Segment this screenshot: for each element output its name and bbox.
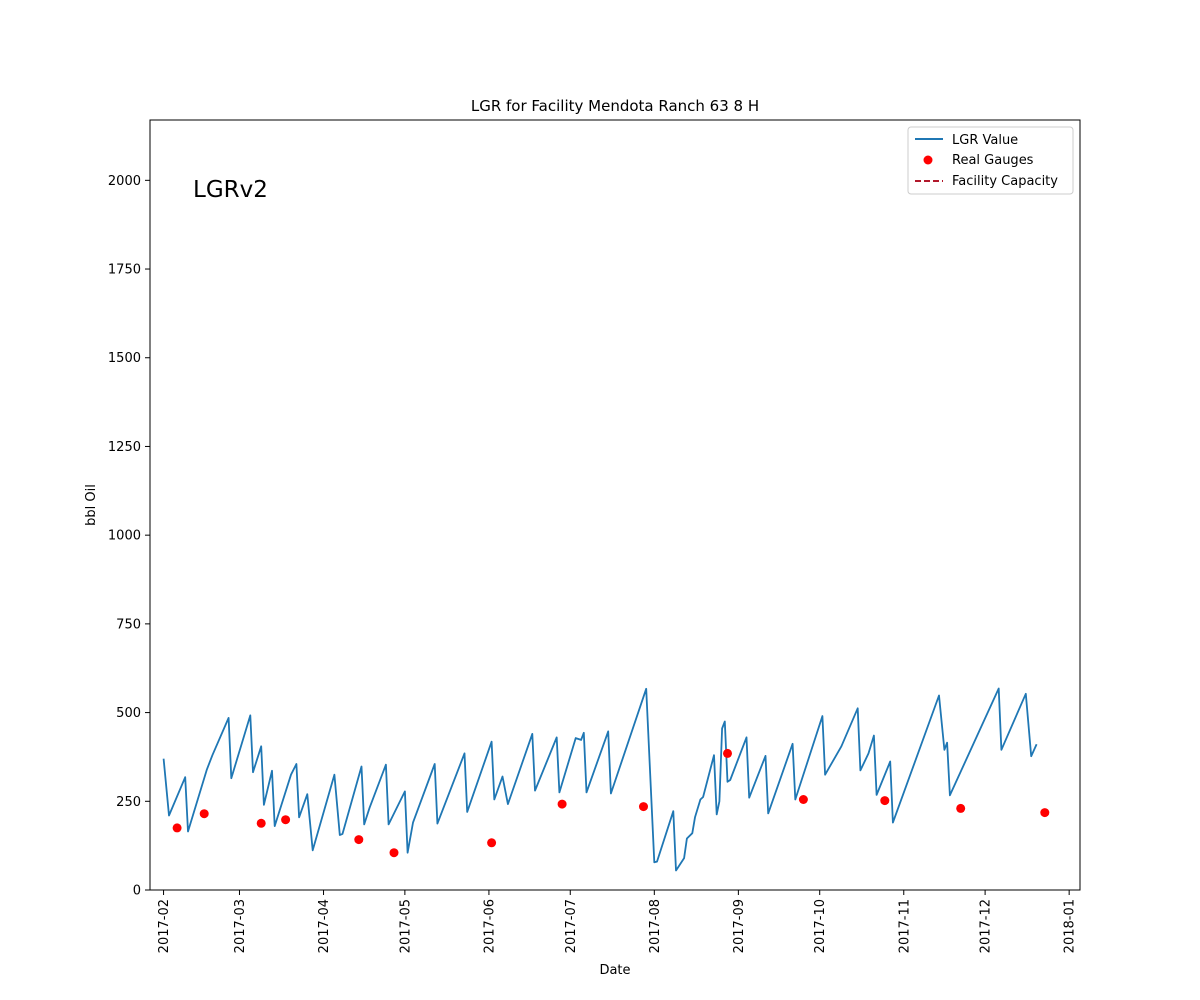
y-tick-label: 1750: [108, 263, 141, 278]
real-gauge-point: [281, 815, 291, 825]
x-tick-label: 2017-12: [979, 899, 994, 953]
x-tick-label: 2017-06: [482, 899, 497, 953]
legend-box: [907, 126, 1074, 195]
real-gauge-point: [1040, 808, 1050, 818]
legend-real-gauges-label: Real Gauges: [952, 153, 1034, 168]
y-tick-label: 250: [116, 795, 141, 810]
real-gauge-point: [487, 838, 497, 848]
x-tick-label: 2017-08: [648, 899, 663, 953]
real-gauge-point: [172, 823, 182, 833]
y-axis-ticks: 0 250 500 750 1000 1250 1500 1750 2000: [108, 174, 150, 899]
real-gauge-point: [389, 848, 399, 858]
x-tick-label: 2017-09: [732, 899, 747, 953]
real-gauge-point: [880, 796, 890, 806]
legend-lgr-value-label: LGR Value: [952, 133, 1018, 148]
y-axis-label: bbl Oil: [84, 484, 99, 526]
legend: LGR Value Real Gauges Facility Capacity: [907, 126, 1074, 195]
real-gauge-point: [354, 835, 364, 845]
y-tick-label: 0: [133, 884, 141, 899]
y-tick-label: 2000: [108, 174, 141, 189]
x-tick-label: 2017-07: [564, 899, 579, 953]
x-axis-ticks: 2017-02 2017-03 2017-04 2017-05 2017-06 2017-…: [157, 890, 1078, 953]
x-tick-label: 2017-11: [897, 899, 912, 953]
real-gauge-point: [956, 803, 966, 813]
real-gauge-point: [639, 802, 648, 812]
x-axis-label: Date: [599, 963, 630, 978]
x-tick-label: 2017-03: [233, 899, 248, 953]
plot-frame: [149, 119, 1081, 891]
real-gauge-point: [199, 809, 209, 819]
x-tick-label: 2018-01: [1063, 899, 1078, 953]
y-tick-label: 1000: [108, 529, 141, 544]
chart-annotation: LGRv2: [193, 177, 268, 203]
lgr-value-line: [162, 687, 1038, 872]
legend-real-gauges-swatch: [923, 155, 933, 165]
y-tick-label: 1250: [108, 440, 141, 455]
real-gauge-point: [557, 799, 567, 809]
real-gauge-point: [798, 795, 808, 804]
x-tick-label: 2017-10: [813, 899, 828, 953]
y-tick-label: 1500: [108, 351, 141, 366]
real-gauge-point: [723, 748, 732, 758]
chart-title: LGR for Facility Mendota Ranch 63 8 H: [471, 97, 759, 115]
x-tick-label: 2017-02: [157, 899, 172, 953]
plot-area: [162, 687, 1050, 872]
legend-facility-capacity-label: Facility Capacity: [952, 174, 1058, 189]
y-tick-label: 500: [116, 706, 141, 721]
x-tick-label: 2017-05: [398, 899, 413, 953]
y-tick-label: 750: [116, 617, 141, 632]
x-tick-label: 2017-04: [317, 899, 332, 953]
real-gauge-point: [256, 818, 266, 828]
